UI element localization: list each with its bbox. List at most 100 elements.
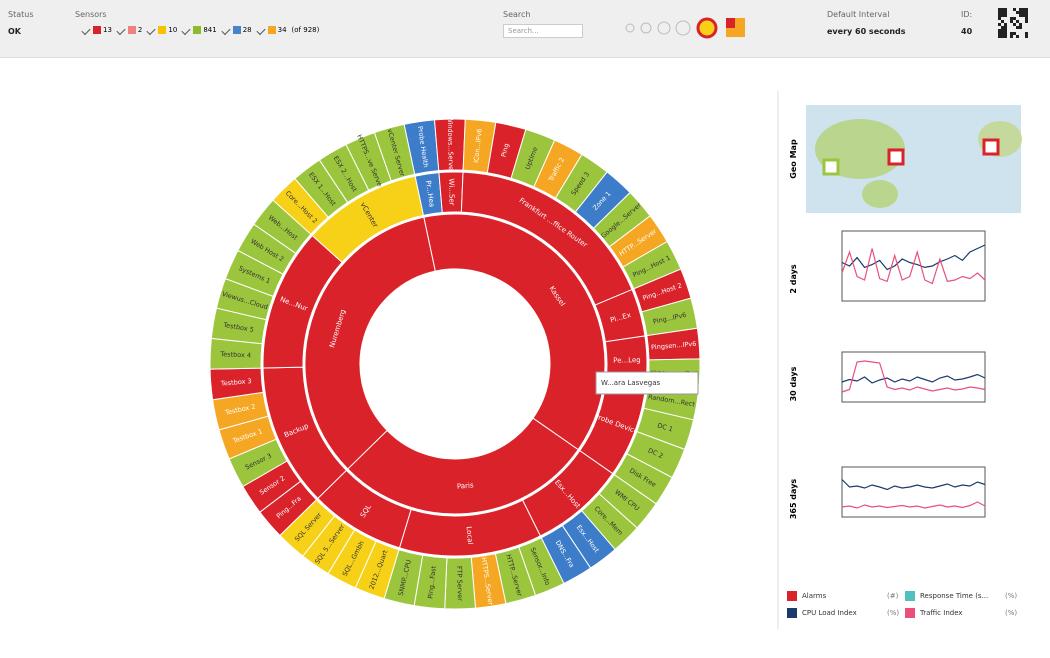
graph-frame[interactable] bbox=[841, 351, 986, 403]
sensors-label: Sensors bbox=[75, 10, 107, 19]
qr-cell bbox=[1025, 35, 1028, 38]
legend-name: Traffic Index bbox=[919, 609, 963, 617]
qr-cell bbox=[1004, 26, 1007, 29]
sensor-filter[interactable]: 2 bbox=[116, 25, 143, 35]
segment-label: Pr...Hea bbox=[424, 180, 436, 208]
checkbox[interactable] bbox=[221, 25, 231, 35]
legend-swatch bbox=[787, 608, 797, 618]
legend-unit: (%) bbox=[1005, 609, 1017, 617]
sensor-filter[interactable]: 28 bbox=[221, 25, 252, 35]
sensor-count: 2 bbox=[137, 26, 143, 34]
sunburst-segment[interactable] bbox=[373, 123, 416, 182]
qr-cell bbox=[998, 32, 1001, 35]
qr-cell bbox=[1004, 8, 1007, 11]
qr-cell bbox=[1010, 32, 1013, 35]
page: Status OK Sensors 13 2 10 841 28 34 (of 928) S… bbox=[0, 0, 1050, 629]
map-marker[interactable] bbox=[982, 138, 1000, 156]
tooltip bbox=[595, 371, 699, 395]
segment-label: ICon...IPv6 bbox=[472, 128, 484, 163]
qr-cell bbox=[1019, 11, 1022, 14]
legend-name: CPU Load Index bbox=[802, 609, 857, 617]
qr-cell bbox=[1013, 8, 1016, 11]
graph-line bbox=[841, 248, 986, 285]
checkbox[interactable] bbox=[181, 25, 191, 35]
segment-label: Local bbox=[465, 526, 474, 545]
view-icons bbox=[625, 17, 745, 39]
qr-cell bbox=[1001, 29, 1004, 32]
graph-frame[interactable] bbox=[841, 466, 986, 518]
sunburst-segment[interactable] bbox=[311, 175, 424, 263]
map-land bbox=[862, 180, 898, 208]
qr-cell bbox=[1019, 14, 1022, 17]
sunburst-segment[interactable] bbox=[423, 213, 606, 451]
sensor-count: 841 bbox=[203, 26, 217, 34]
graph-line bbox=[841, 373, 986, 384]
sensor-count: 28 bbox=[242, 26, 252, 34]
sensor-filter[interactable]: 34 bbox=[256, 25, 287, 35]
status-swatch bbox=[232, 26, 241, 34]
sensor-filter[interactable]: 13 bbox=[81, 25, 112, 35]
qr-cell bbox=[1022, 11, 1025, 14]
qr-cell bbox=[1025, 20, 1028, 23]
status: OK bbox=[8, 27, 21, 36]
segment-label: Ping bbox=[500, 143, 511, 158]
view-icon[interactable] bbox=[657, 21, 671, 35]
status-swatch bbox=[93, 26, 101, 34]
status-swatch bbox=[193, 26, 202, 34]
search-input[interactable]: Search... bbox=[503, 24, 583, 38]
checkbox[interactable] bbox=[256, 25, 266, 35]
view-icon-sunburst[interactable] bbox=[696, 17, 718, 39]
qr-cell bbox=[1004, 29, 1007, 32]
qr-cell bbox=[1004, 23, 1007, 26]
qr-cell bbox=[1016, 20, 1019, 23]
checkbox[interactable] bbox=[116, 25, 126, 35]
qr-cell bbox=[1004, 35, 1007, 38]
segment-label: Ping...Fast bbox=[426, 565, 437, 599]
qr-cell bbox=[998, 17, 1001, 20]
view-icon[interactable] bbox=[675, 20, 691, 36]
id-label: ID: bbox=[961, 10, 973, 19]
legend-swatch bbox=[787, 591, 797, 601]
qr-cell bbox=[1010, 20, 1013, 23]
qr-cell bbox=[1013, 17, 1016, 20]
segment-label: Testbox 4 bbox=[219, 350, 251, 359]
segment-label: Paris bbox=[457, 481, 475, 490]
status-swatch bbox=[127, 26, 136, 34]
sensor-total: (of 928) bbox=[291, 26, 320, 34]
graph-line bbox=[841, 501, 986, 509]
qr-cell bbox=[1013, 23, 1016, 26]
sensor-filter[interactable]: 841 bbox=[181, 25, 217, 35]
qr-cell bbox=[998, 23, 1001, 26]
qr-cell bbox=[1016, 35, 1019, 38]
qr-cell bbox=[1004, 32, 1007, 35]
checkbox[interactable] bbox=[81, 25, 91, 35]
view-icon[interactable] bbox=[640, 22, 652, 34]
sensor-count: 10 bbox=[168, 26, 178, 34]
top-bar: Status OK Sensors 13 2 10 841 28 34 (of 928) S… bbox=[0, 0, 1050, 58]
checkbox[interactable] bbox=[146, 25, 156, 35]
qr-cell bbox=[1001, 20, 1004, 23]
legend-swatch bbox=[905, 608, 915, 618]
segment-label: Wi...Ser bbox=[447, 178, 456, 205]
sensor-filters: 13 2 10 841 28 34 (of 928) bbox=[81, 25, 320, 35]
qr-cell bbox=[1025, 14, 1028, 17]
segment-label: Testbox 3 bbox=[220, 377, 252, 388]
qr-cell bbox=[998, 8, 1001, 11]
map-marker[interactable] bbox=[822, 158, 840, 176]
qr-cell bbox=[1010, 17, 1013, 20]
qr-cell bbox=[1016, 11, 1019, 14]
view-icon-part bbox=[726, 18, 735, 28]
sunburst-segment[interactable] bbox=[347, 417, 579, 515]
qr-cell bbox=[1016, 26, 1019, 29]
qr-cell bbox=[998, 35, 1001, 38]
map-marker[interactable] bbox=[887, 148, 905, 166]
qr-cell bbox=[1001, 8, 1004, 11]
segment-label: Pe...Leg bbox=[613, 356, 641, 365]
qr-cell bbox=[1019, 26, 1022, 29]
sensor-filter[interactable]: 10 bbox=[146, 25, 178, 35]
graph-label: 365 days bbox=[789, 479, 798, 520]
view-icon[interactable] bbox=[625, 23, 635, 33]
status-swatch bbox=[267, 26, 276, 34]
sunburst-segment[interactable] bbox=[304, 216, 436, 470]
qr-cell bbox=[1004, 11, 1007, 14]
